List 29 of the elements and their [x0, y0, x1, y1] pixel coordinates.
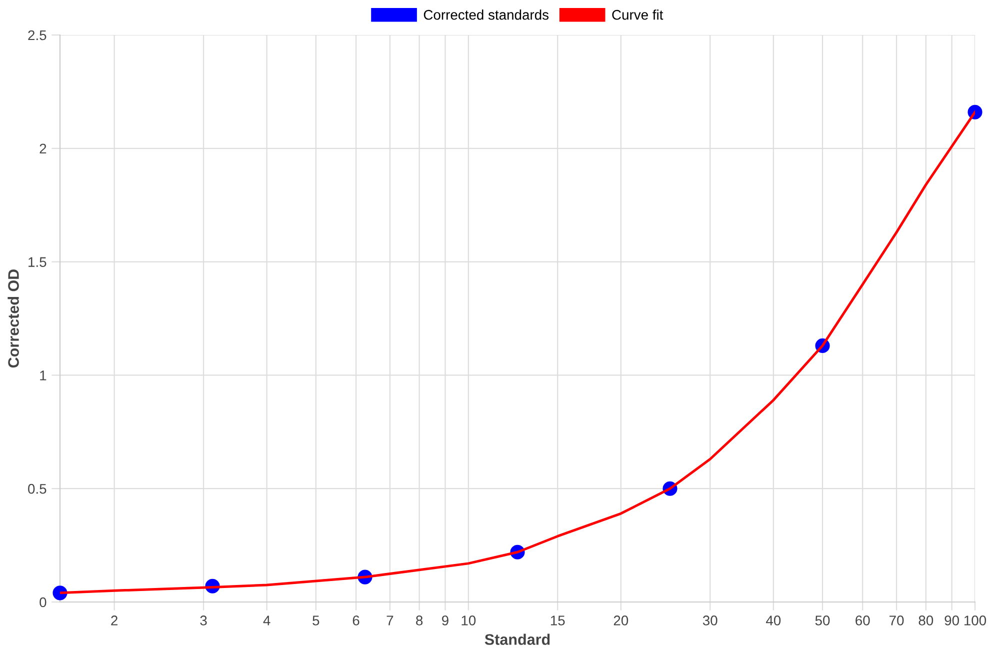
- x-tick-label: 2: [111, 616, 118, 626]
- x-tick-label: 7: [386, 616, 394, 626]
- x-tick-label: 3: [200, 616, 207, 626]
- y-tick-label: 1.5: [28, 257, 46, 267]
- x-tick-label: 80: [918, 616, 934, 626]
- x-tick-label: 9: [442, 616, 448, 626]
- y-tick-label: 2: [40, 144, 46, 154]
- x-axis-title: Standard: [484, 634, 550, 645]
- y-axis-title: Corrected OD: [8, 269, 19, 368]
- x-tick-label: 100: [964, 616, 986, 626]
- x-tick-label: 15: [550, 616, 565, 626]
- x-tick-label: 70: [890, 616, 904, 626]
- x-tick-label: 5: [312, 616, 320, 626]
- legend-label: Curve fit: [612, 10, 664, 20]
- x-tick-label: 8: [416, 616, 423, 626]
- y-tick-label: 1: [40, 370, 46, 380]
- y-tick-label: 0: [40, 597, 46, 608]
- x-tick-label: 4: [263, 616, 270, 626]
- legend-label: Corrected standards: [424, 10, 549, 20]
- x-tick-label: 60: [856, 616, 870, 626]
- y-tick-label: 2.5: [28, 30, 46, 40]
- y-tick-label: 0.5: [28, 484, 46, 494]
- x-tick-label: 20: [614, 616, 628, 626]
- x-tick-label: 90: [944, 616, 959, 626]
- x-tick-label: 30: [702, 616, 718, 626]
- x-tick-label: 10: [462, 616, 476, 626]
- x-tick-label: 50: [815, 616, 830, 626]
- x-tick-label: 6: [352, 616, 360, 626]
- x-tick-label: 40: [766, 616, 781, 626]
